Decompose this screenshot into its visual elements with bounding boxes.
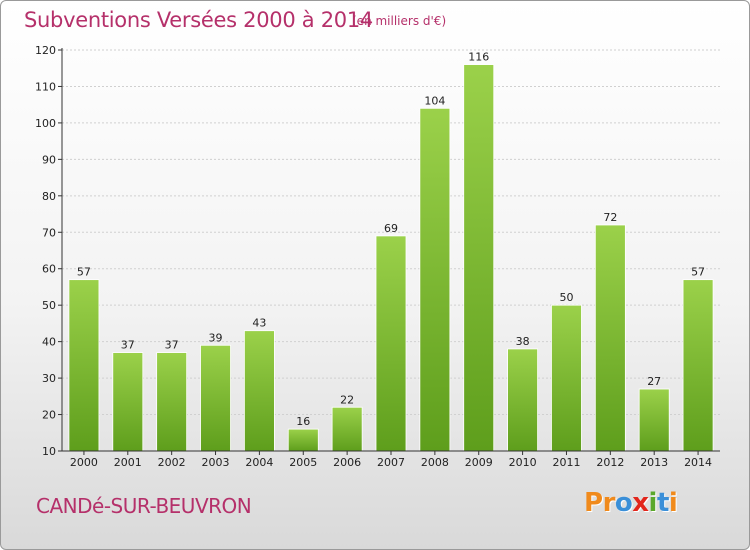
bar-value-label: 22 <box>340 393 354 406</box>
bar-value-label: 72 <box>603 211 617 224</box>
place-name: CANDé-SUR-BEUVRON <box>36 494 252 518</box>
y-tick-label: 90 <box>42 153 56 166</box>
logo-letter: o <box>614 488 633 518</box>
x-tick-label: 2002 <box>158 456 186 469</box>
logo-letter: x <box>632 488 649 518</box>
proxiti-logo: Proxiti <box>584 488 678 518</box>
bar-value-label: 27 <box>647 375 661 388</box>
y-tick-label: 40 <box>42 336 56 349</box>
bars: 57 37 37 39 43 16 22 69 104 116 38 50 72 27 57 <box>68 51 714 452</box>
y-tick-label: 20 <box>42 409 56 422</box>
y-tick-label: 50 <box>42 299 56 312</box>
y-tick-label: 60 <box>42 263 56 276</box>
bar-value-label: 38 <box>516 335 530 348</box>
bar <box>375 235 407 452</box>
y-tick-label: 100 <box>35 117 56 130</box>
y-tick-label: 10 <box>42 445 56 458</box>
logo-letter: t <box>656 488 669 518</box>
chart-title: Subventions Versées 2000 à 2014 <box>24 8 373 32</box>
logo-letter: P <box>584 488 603 518</box>
bar <box>112 352 144 452</box>
bar-value-label: 37 <box>121 339 135 352</box>
x-tick-label: 2005 <box>289 456 317 469</box>
y-tick-label: 80 <box>42 190 56 203</box>
bar-value-label: 37 <box>165 339 179 352</box>
axes: 10 20 30 40 50 60 70 80 90 100 110 120 2000 2001 2002 2… <box>35 44 720 469</box>
x-tick-label: 2001 <box>114 456 142 469</box>
bar <box>463 64 495 452</box>
bar <box>287 428 319 452</box>
bar <box>507 348 539 452</box>
bar <box>682 279 714 452</box>
logo-letter: i <box>648 488 658 518</box>
bar <box>419 107 451 452</box>
x-tick-label: 2000 <box>70 456 98 469</box>
bar-value-label: 116 <box>468 51 489 64</box>
x-tick-label: 2006 <box>333 456 361 469</box>
bar-value-label: 50 <box>559 291 573 304</box>
bar-value-label: 57 <box>691 266 705 279</box>
bar <box>200 344 231 452</box>
x-tick-label: 2013 <box>640 456 668 469</box>
bar-value-label: 39 <box>209 331 223 344</box>
x-tick-label: 2010 <box>509 456 537 469</box>
bar-value-label: 16 <box>296 415 310 428</box>
logo-letter: r <box>602 488 616 518</box>
y-tick-label: 120 <box>35 44 56 57</box>
bar-value-label: 57 <box>77 266 91 279</box>
bar-value-label: 43 <box>252 317 266 330</box>
bar-value-label: 104 <box>424 94 445 107</box>
bar-value-label: 69 <box>384 222 398 235</box>
x-tick-label: 2009 <box>465 456 493 469</box>
logo-letter: i <box>668 488 678 518</box>
x-tick-label: 2014 <box>684 456 712 469</box>
y-tick-label: 110 <box>35 80 56 93</box>
bar <box>638 388 670 452</box>
x-tick-label: 2004 <box>245 456 273 469</box>
x-tick-label: 2012 <box>596 456 624 469</box>
x-tick-label: 2003 <box>202 456 230 469</box>
chart-subtitle: (en milliers d'€) <box>352 14 447 28</box>
x-tick-label: 2008 <box>421 456 449 469</box>
bar <box>551 304 582 452</box>
x-tick-label: 2011 <box>552 456 580 469</box>
bar <box>243 330 275 452</box>
bar <box>594 224 626 452</box>
bar <box>68 279 100 452</box>
y-tick-label: 70 <box>42 226 56 239</box>
bar <box>331 406 363 452</box>
x-tick-label: 2007 <box>377 456 405 469</box>
y-tick-label: 30 <box>42 372 56 385</box>
bar <box>156 352 188 452</box>
